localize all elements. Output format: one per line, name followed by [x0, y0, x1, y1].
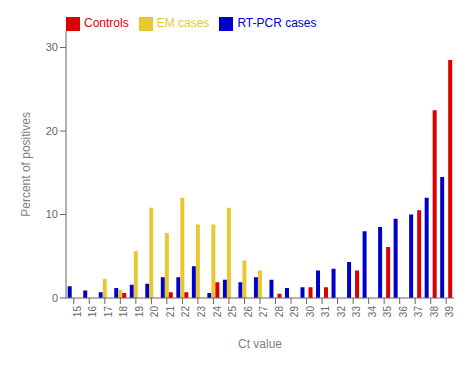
- svg-text:20: 20: [46, 125, 58, 137]
- svg-text:18: 18: [118, 306, 129, 318]
- svg-text:25: 25: [227, 306, 238, 318]
- svg-text:28: 28: [274, 306, 285, 318]
- svg-text:24: 24: [212, 306, 223, 318]
- svg-text:33: 33: [351, 306, 362, 318]
- svg-text:38: 38: [429, 306, 440, 318]
- svg-text:34: 34: [367, 306, 378, 318]
- svg-text:15: 15: [72, 306, 83, 318]
- svg-text:26: 26: [243, 306, 254, 318]
- svg-text:20: 20: [149, 306, 160, 318]
- svg-text:29: 29: [289, 306, 300, 318]
- svg-text:21: 21: [165, 306, 176, 318]
- svg-text:Ct value: Ct value: [238, 337, 282, 351]
- svg-text:30: 30: [46, 41, 58, 53]
- html-text:EM cases: EM cases: [156, 16, 210, 30]
- svg-text:19: 19: [134, 306, 145, 318]
- svg-text:17: 17: [103, 306, 114, 318]
- svg-text:32: 32: [336, 306, 347, 318]
- svg-text:30: 30: [305, 306, 316, 318]
- svg-text:36: 36: [398, 306, 409, 318]
- svg-text:16: 16: [87, 306, 98, 318]
- svg-text:0: 0: [52, 292, 58, 304]
- svg-text:27: 27: [258, 306, 269, 318]
- svg-text:22: 22: [181, 306, 192, 318]
- svg-text:Percent of positives: Percent of positives: [19, 112, 33, 217]
- svg-text:39: 39: [444, 306, 455, 318]
- svg-text:23: 23: [196, 306, 207, 318]
- svg-text:10: 10: [46, 208, 58, 220]
- html-text:RT-PCR cases: RT-PCR cases: [237, 16, 317, 30]
- svg-text:31: 31: [320, 306, 331, 318]
- svg-text:37: 37: [413, 306, 424, 318]
- html-text:Controls: Controls: [84, 16, 129, 30]
- svg-text:35: 35: [382, 306, 393, 318]
